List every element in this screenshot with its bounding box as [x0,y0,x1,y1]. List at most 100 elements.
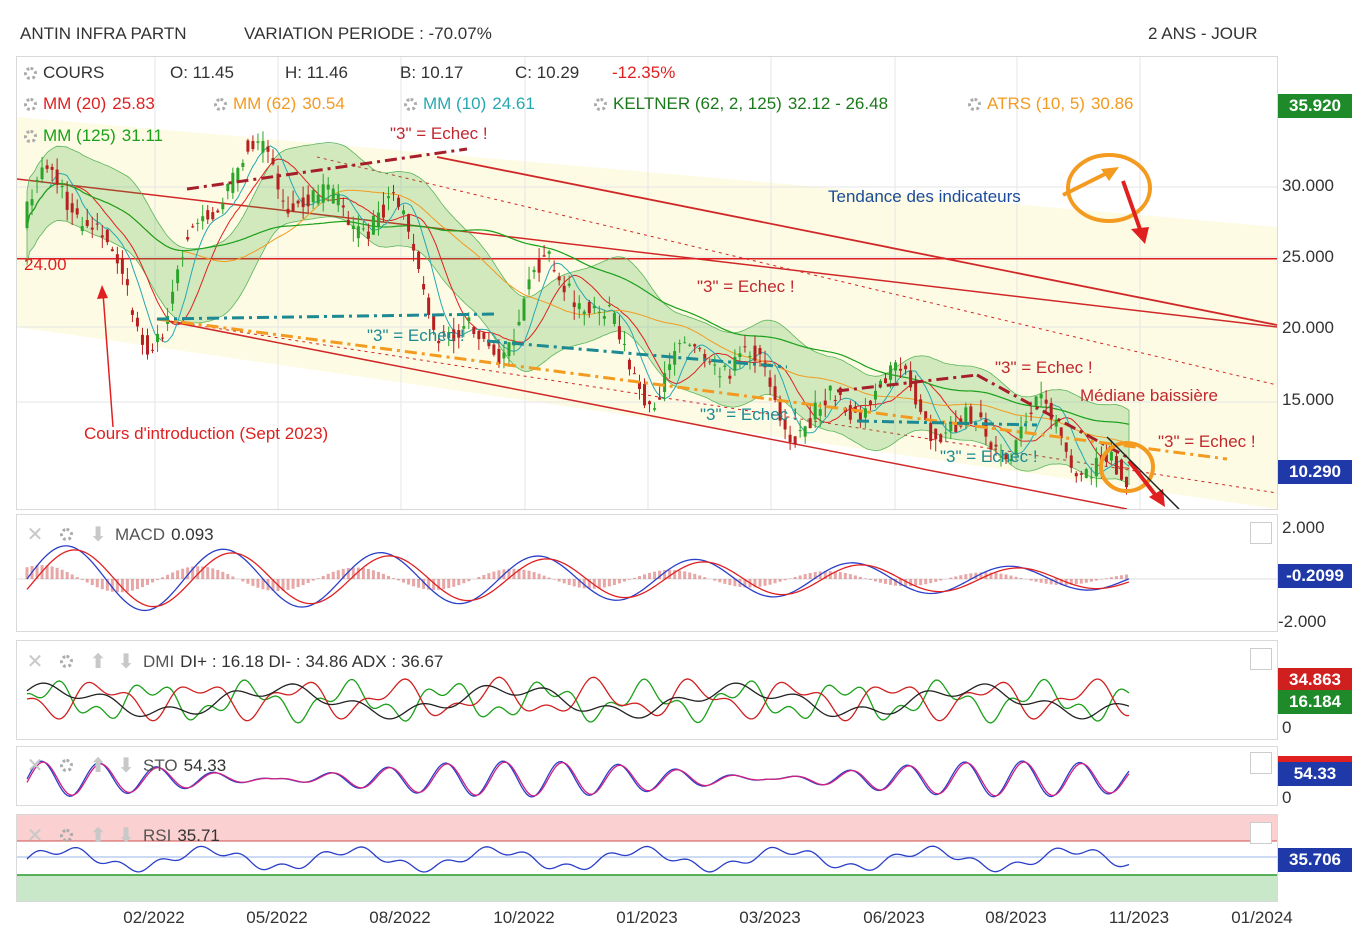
arrow-up-icon[interactable]: ⬆ [89,825,107,847]
mm20-line [26,158,1130,470]
rsi-line [26,845,1130,873]
arrow-up-icon[interactable]: ⬆ [89,651,107,673]
legend-mm20[interactable]: MM (20) 25.83 [24,94,155,114]
candle-body [617,326,621,340]
arrow-up-icon[interactable]: ⬆ [89,755,107,777]
macd-hist-bar [627,579,631,580]
legend-keltner[interactable]: KELTNER (62, 2, 125) 32.12 - 26.48 [594,94,888,114]
dmi-legend: ✕ ⬆ ⬇ DMI DI+ : 16.18 DI- : 34.86 ADX : … [24,649,444,674]
macd-expand-box[interactable] [1250,522,1272,544]
gear-icon[interactable] [60,655,73,668]
macd-hist-bar [1079,579,1083,584]
price-badge-last: 10.290 [1278,460,1352,484]
gear-icon[interactable] [24,66,37,80]
close-icon[interactable]: ✕ [26,755,44,777]
candle-body [828,385,832,391]
arrow-down-icon[interactable]: ⬇ [89,524,107,546]
legend-mm125[interactable]: MM (125) 31.11 [24,126,163,146]
candle-body [884,378,888,384]
rsi-expand-box[interactable] [1250,822,1272,844]
gear-icon[interactable] [594,97,607,111]
sto-ytick-zero: 0 [1282,788,1292,807]
candle-body [336,193,340,206]
period-selector[interactable]: 2 ANS - JOUR [1148,24,1258,43]
candle-body [954,422,958,432]
dmi-value: DI+ : 16.18 DI- : 34.86 ADX : 36.67 [180,651,444,671]
candle-body [1074,473,1078,477]
candle-body [427,297,431,315]
sto-badge: 54.33 [1278,762,1352,786]
close-icon[interactable]: ✕ [26,524,44,546]
candle-body [592,305,596,309]
xtick-3: 08/2022 [369,908,431,927]
arrow-down-icon[interactable]: ⬇ [117,825,135,847]
gear-icon[interactable] [60,528,73,541]
macd-ytick-bottom: -2.000 [1278,612,1327,631]
candle-body [120,258,124,274]
sto-expand-box[interactable] [1250,752,1272,774]
candle-body [85,220,89,226]
mm20-value: 25.83 [112,94,155,113]
candle-body [567,283,571,286]
candle-body [286,208,290,214]
candle-body [422,283,426,290]
candle-body [241,162,245,167]
gear-icon[interactable] [60,759,73,772]
macd-hist-bar [622,579,626,582]
macd-hist-bar [135,579,139,590]
gear-icon[interactable] [24,97,37,111]
mm125-label: MM (125) [43,126,116,145]
arrow-down-icon[interactable]: ⬇ [117,755,135,777]
macd-hist-bar [758,579,762,587]
macd-hist-bar [45,565,49,579]
legend-mm62[interactable]: MM (62) 30.54 [214,94,345,114]
macd-hist-bar [1034,579,1038,582]
legend-atrs[interactable]: ATRS (10, 5) 30.86 [968,94,1133,114]
xtick-10: 01/2024 [1231,908,1293,927]
candle-body [266,146,270,152]
macd-hist-bar [1124,574,1128,579]
candle-body [156,333,160,343]
candle-body [437,340,441,344]
legend-mm10[interactable]: MM (10) 24.61 [404,94,535,114]
candle-body [894,362,898,371]
macd-hist-bar [467,579,471,582]
macd-hist-bar [753,579,757,588]
macd-hist-bar [156,579,160,580]
candle-body [216,210,220,213]
macd-hist-bar [1109,577,1113,579]
macd-hist-bar [321,575,325,579]
macd-hist-bar [75,577,79,579]
gear-icon[interactable] [60,829,73,842]
candle-body [833,399,837,401]
macd-hist-bar [1049,579,1053,585]
macd-hist-bar [878,579,882,583]
candle-body [135,317,139,327]
xtick-4: 10/2022 [493,908,555,927]
macd-hist-bar [894,579,898,586]
gear-icon[interactable] [404,97,417,111]
candle-body [261,141,265,153]
macd-hist-bar [110,579,114,592]
dmi-expand-box[interactable] [1250,648,1272,670]
candle-body [572,302,576,307]
close-icon[interactable]: ✕ [26,651,44,673]
arrow-down-icon[interactable]: ⬇ [117,651,135,673]
current-arrow-black [1106,436,1180,509]
legend-cours[interactable]: COURS [24,63,104,83]
candle-body [527,279,531,290]
candle-body [597,311,601,313]
close-icon[interactable]: ✕ [26,825,44,847]
candle-body [151,349,155,351]
gear-icon[interactable] [214,97,227,111]
candle-body [914,381,918,405]
candle-body [502,352,506,359]
macd-hist-bar [959,575,963,579]
sto-legend: ✕ ⬆ ⬇ STO 54.33 [24,753,227,778]
macd-hist-bar [858,576,862,579]
gear-icon[interactable] [968,97,981,111]
gear-icon[interactable] [24,129,37,143]
macd-hist-bar [873,579,877,582]
candle-body [1039,394,1043,399]
annotation-mediane: Médiane baissière [1080,386,1218,405]
